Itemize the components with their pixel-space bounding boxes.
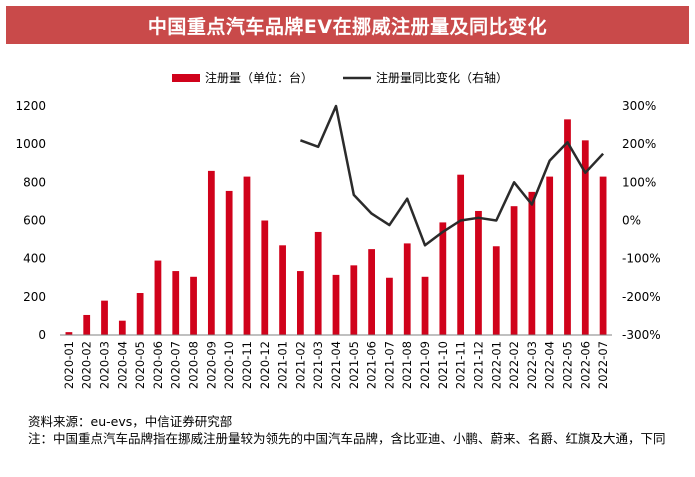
y-left-tick-label: 800 (23, 175, 46, 189)
footnote: 注：中国重点汽车品牌指在挪威注册量较为领先的中国汽车品牌，含比亚迪、小鹏、蔚来、… (28, 431, 666, 446)
x-tick-label: 2022-05 (560, 341, 574, 389)
bar (368, 249, 375, 335)
bar (83, 314, 91, 335)
legend-bar-label: 注册量（单位：台） (205, 70, 313, 85)
y-right-tick-label: -200% (622, 290, 661, 304)
y-right-tick-label: -300% (622, 328, 661, 342)
x-tick-label: 2021-06 (365, 341, 379, 389)
x-tick-label: 2020-11 (240, 341, 254, 389)
bar (510, 206, 518, 335)
bar (225, 190, 233, 335)
bar (599, 176, 607, 335)
bar (546, 176, 554, 335)
y-right-tick-label: 100% (622, 175, 656, 189)
x-tick-label: 2022-07 (596, 341, 610, 389)
bar (136, 293, 144, 335)
x-tick-label: 2020-09 (204, 341, 218, 389)
y-left-tick-label: 1000 (15, 137, 46, 151)
y-right-tick-label: 300% (622, 99, 656, 113)
y-left-tick-label: 600 (23, 214, 46, 228)
x-tick-label: 2020-04 (115, 341, 129, 389)
x-tick-label: 2021-03 (311, 341, 325, 389)
bar (118, 320, 126, 335)
x-tick-label: 2020-07 (169, 341, 183, 389)
legend-line-label: 注册量同比变化（右轴） (376, 70, 508, 85)
bar (279, 245, 286, 335)
bar (314, 231, 322, 335)
x-tick-label: 2020-06 (151, 341, 165, 389)
yoy-line (299, 104, 605, 247)
bar (154, 260, 162, 335)
bar (581, 140, 589, 335)
x-tick-label: 2020-02 (80, 341, 94, 389)
x-tick-label: 2020-12 (258, 341, 272, 389)
x-tick-label: 2021-02 (293, 341, 307, 389)
bar (261, 220, 269, 335)
x-tick-label: 2022-03 (525, 341, 539, 389)
y-left-tick-label: 400 (23, 252, 46, 266)
x-tick-label: 2021-10 (436, 341, 450, 389)
bar (243, 176, 251, 335)
bar (403, 243, 411, 335)
bar (439, 222, 447, 335)
bar (207, 170, 215, 335)
x-tick-label: 2020-03 (98, 341, 112, 389)
chart-svg: 注册量（单位：台） 注册量同比变化（右轴） 0 200 400 600 800 1000 120… (15, 70, 661, 389)
y-left-tick-label: 200 (23, 290, 46, 304)
y-left-tick-label: 0 (38, 328, 46, 342)
y-right-tick-label: -100% (622, 252, 661, 266)
x-tick-label: 2022-06 (578, 341, 592, 389)
x-tick-label: 2021-01 (276, 341, 290, 389)
x-tick-label: 2021-04 (329, 341, 343, 389)
bar (421, 276, 429, 335)
x-tick-label: 2021-09 (418, 341, 432, 389)
x-tick-label: 2020-01 (62, 341, 76, 389)
bar (297, 271, 304, 335)
chart-title-bar: 中国重点汽车品牌EV在挪威注册量及同比变化 (6, 6, 689, 44)
bar (457, 174, 465, 335)
x-tick-label: 2022-04 (543, 341, 557, 389)
legend-bar-swatch (172, 74, 200, 82)
x-tick-label: 2020-08 (187, 341, 201, 389)
bar (101, 300, 108, 335)
y-left-tick-label: 1200 (15, 99, 46, 113)
bar (528, 191, 536, 335)
x-tick-label: 2021-08 (400, 341, 414, 389)
bar (386, 277, 393, 335)
bar (65, 332, 73, 335)
notes: 资料来源：eu-evs，中信证券研究部 注：中国重点汽车品牌指在挪威注册量较为领… (28, 413, 678, 447)
bar (564, 119, 571, 335)
x-tick-label: 2021-11 (454, 341, 468, 389)
chart-title: 中国重点汽车品牌EV在挪威注册量及同比变化 (147, 15, 548, 38)
y-right-tick-label: 0% (622, 214, 641, 228)
x-tick-label: 2022-01 (489, 341, 503, 389)
bar (332, 274, 340, 335)
x-tick-label: 2022-02 (507, 341, 521, 389)
bar (475, 210, 482, 335)
source-note: 资料来源：eu-evs，中信证券研究部 (28, 414, 233, 429)
x-tick-label: 2020-05 (133, 341, 147, 389)
x-tick-label: 2021-07 (382, 341, 396, 389)
bar (172, 271, 180, 335)
x-tick-label: 2020-10 (222, 341, 236, 389)
x-tick-label: 2021-12 (471, 341, 485, 389)
bar (492, 246, 500, 335)
bar (190, 276, 197, 335)
y-right-tick-label: 200% (622, 137, 656, 151)
x-tick-label: 2021-05 (347, 341, 361, 389)
bar (350, 265, 358, 335)
